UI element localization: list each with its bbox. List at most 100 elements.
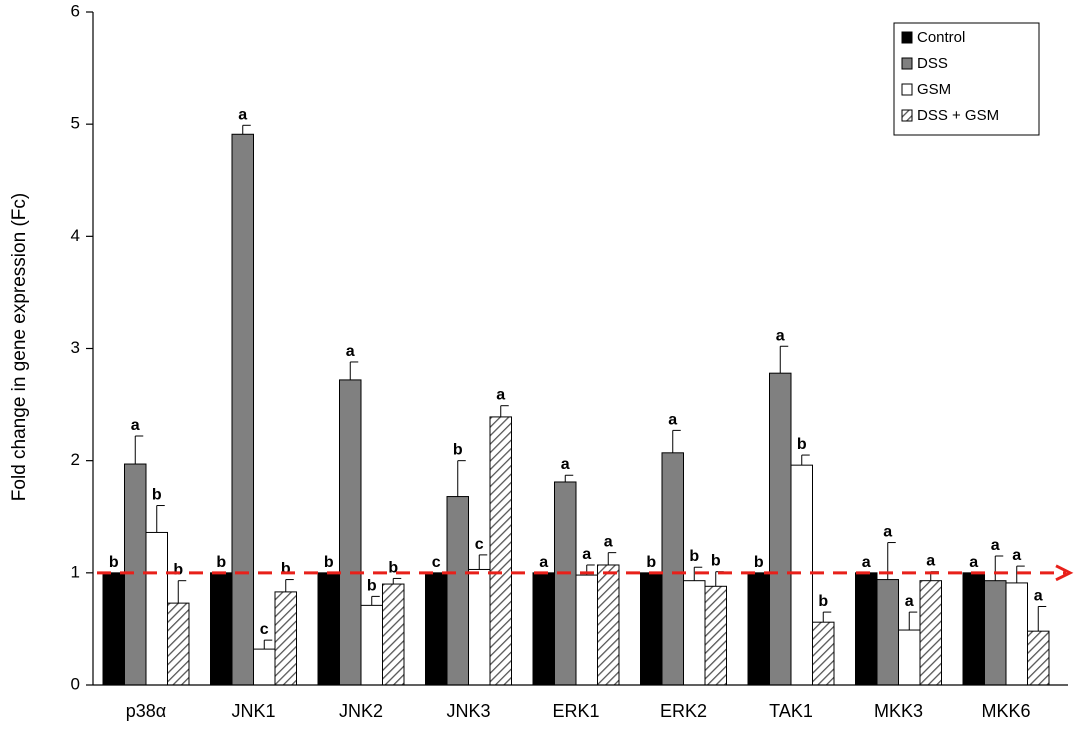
bar <box>102 572 125 686</box>
significance-label: a <box>539 554 548 571</box>
bars <box>102 133 1050 686</box>
bar <box>532 572 555 686</box>
significance-label: b <box>173 562 183 579</box>
significance-label: a <box>131 417 140 434</box>
significance-label: a <box>926 553 935 570</box>
bar <box>210 572 233 686</box>
bar <box>274 591 297 686</box>
bar <box>919 580 942 686</box>
bar <box>661 452 684 686</box>
legend-swatch <box>901 57 913 70</box>
bar <box>597 564 620 686</box>
significance-label: b <box>689 548 699 565</box>
significance-label: a <box>991 537 1000 554</box>
x-tick-label: JNK2 <box>339 701 383 721</box>
y-tick-label: 2 <box>71 450 80 469</box>
bar <box>812 621 835 686</box>
legend-label: GSM <box>917 81 951 98</box>
reference-arrow-head <box>1055 564 1074 582</box>
significance-label: a <box>776 327 785 344</box>
bar <box>167 602 190 686</box>
significance-label: a <box>496 387 505 404</box>
bar <box>876 579 899 686</box>
legend-swatch <box>901 31 913 44</box>
significance-label: a <box>668 411 677 428</box>
y-tick-label: 3 <box>71 338 80 357</box>
legend-swatch <box>901 109 913 122</box>
significance-label: a <box>969 554 978 571</box>
significance-label: b <box>754 554 764 571</box>
y-tick-label: 1 <box>71 562 80 581</box>
significance-label: c <box>260 621 269 638</box>
bar <box>425 572 448 686</box>
significance-label: a <box>1034 587 1043 604</box>
bar <box>360 604 383 686</box>
y-tick-label: 6 <box>71 1 80 20</box>
significance-label: b <box>711 553 721 570</box>
bar <box>489 416 512 686</box>
bar <box>1005 582 1028 686</box>
bar <box>640 572 663 686</box>
significance-label: c <box>432 554 441 571</box>
bar <box>855 572 878 686</box>
significance-label: b <box>797 436 807 453</box>
significance-label: b <box>646 554 656 571</box>
x-tick-label: TAK1 <box>769 701 813 721</box>
x-tick-label: ERK1 <box>552 701 599 721</box>
y-axis-label: Fold change in gene expression (Fc) <box>9 193 30 501</box>
x-tick-label: ERK2 <box>660 701 707 721</box>
x-tick-label: p38α <box>126 701 166 721</box>
significance-label: a <box>238 106 247 123</box>
x-tick-label: MKK3 <box>874 701 923 721</box>
significance-label: a <box>905 593 914 610</box>
legend-label: DSS + GSM <box>917 107 999 124</box>
bar <box>468 568 491 686</box>
x-tick-label: MKK6 <box>981 701 1030 721</box>
significance-label: a <box>604 534 613 551</box>
y-axis: 0 1 2 3 4 5 6 <box>71 1 94 693</box>
bar <box>962 572 985 686</box>
bar <box>747 572 770 686</box>
significance-label: b <box>324 554 334 571</box>
bar <box>231 133 254 686</box>
significance-label: a <box>883 524 892 541</box>
legend-swatch <box>901 83 913 96</box>
y-tick-label: 4 <box>71 226 80 245</box>
significance-label: a <box>582 546 591 563</box>
significance-label: b <box>281 561 291 578</box>
x-tick-label: JNK1 <box>231 701 275 721</box>
bar <box>339 379 362 686</box>
bar <box>575 574 598 686</box>
error-bars <box>134 124 1047 650</box>
bar <box>145 531 168 686</box>
significance-label: a <box>561 456 570 473</box>
legend-label: Control <box>917 29 965 46</box>
significance-label: a <box>346 343 355 360</box>
y-tick-label: 0 <box>71 674 80 693</box>
reference-line <box>97 564 1074 582</box>
bar <box>898 629 921 686</box>
bar <box>554 481 577 686</box>
bar <box>683 580 706 686</box>
significance-label: b <box>818 593 828 610</box>
bar <box>124 463 147 686</box>
legend-box <box>893 22 1040 136</box>
bar <box>446 496 469 686</box>
bar <box>704 585 727 686</box>
x-axis: p38α JNK1 JNK2 JNK3 ERK1 ERK2 TAK1 MKK3 MKK6 <box>93 684 1068 721</box>
significance-label: c <box>475 536 484 553</box>
significance-label: b <box>152 487 162 504</box>
bar <box>790 464 813 686</box>
significance-label: b <box>367 577 377 594</box>
significance-label: b <box>109 554 119 571</box>
bar <box>382 583 405 686</box>
significance-label: a <box>1012 547 1021 564</box>
bar <box>1027 630 1050 686</box>
significance-label: b <box>388 559 398 576</box>
legend-label: DSS <box>917 55 948 72</box>
significance-label: b <box>453 442 463 459</box>
bar <box>769 372 792 686</box>
bar <box>253 648 276 686</box>
